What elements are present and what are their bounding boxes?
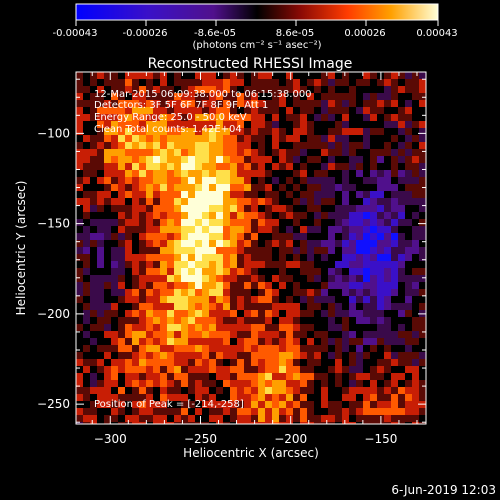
y-axis: −100 −150 −200 −250 — [37, 78, 426, 423]
plot-frame — [75, 71, 427, 425]
colorbar-tick-label: -0.00026 — [123, 28, 168, 39]
y-tick-label: −150 — [37, 217, 70, 231]
colorbar: -0.00043 -0.00026 -8.6e-05 8.6e-05 0.00026 0.… — [53, 3, 458, 51]
peak-position-text: Position of Peak = [-214,-258] — [94, 399, 244, 410]
time-range-text: 12-Mar-2015 06:09:38.000 to 06:15:38.000 — [94, 89, 312, 100]
x-tick-label: −200 — [274, 432, 307, 446]
y-tick-label: −250 — [37, 397, 70, 411]
colorbar-units: (photons cm⁻² s⁻¹ asec⁻²) — [192, 40, 321, 51]
info-block: 12-Mar-2015 06:09:38.000 to 06:15:38.000… — [94, 89, 312, 410]
x-axis-label: Heliocentric X (arcsec) — [183, 446, 319, 460]
clean-counts-text: Clean Total counts: 1.42E+04 — [94, 124, 242, 135]
colorbar-gradient — [75, 3, 439, 21]
footer-date: 6-Jun-2019 12:03 — [391, 483, 496, 497]
reconstructed-image — [76, 72, 426, 424]
colorbar-tick-label: 8.6e-05 — [276, 28, 314, 39]
x-tick-label: −250 — [184, 432, 217, 446]
colorbar-tick-label: -8.6e-05 — [194, 28, 236, 39]
colorbar-tick-label: 0.00043 — [416, 28, 457, 39]
y-tick-label: −100 — [37, 126, 70, 140]
x-tick-label: −150 — [364, 432, 397, 446]
plot-title: Reconstructed RHESSI Image — [148, 56, 353, 72]
colorbar-tick-label: 0.00026 — [344, 28, 385, 39]
x-axis: −300 −250 −200 −150 — [91, 72, 418, 446]
y-tick-label: −200 — [37, 307, 70, 321]
energy-range-text: Energy Range: 25.0 - 50.0 keV — [94, 112, 247, 123]
colorbar-tick-label: -0.00043 — [53, 28, 98, 39]
y-axis-label: Heliocentric Y (arcsec) — [14, 181, 28, 316]
colorbar-ticks: -0.00043 -0.00026 -8.6e-05 8.6e-05 0.00026 0.… — [53, 20, 458, 39]
x-tick-label: −300 — [94, 432, 127, 446]
detectors-text: Detectors: 3F 5F 6F 7F 8F 9F, Att 1 — [94, 100, 268, 111]
